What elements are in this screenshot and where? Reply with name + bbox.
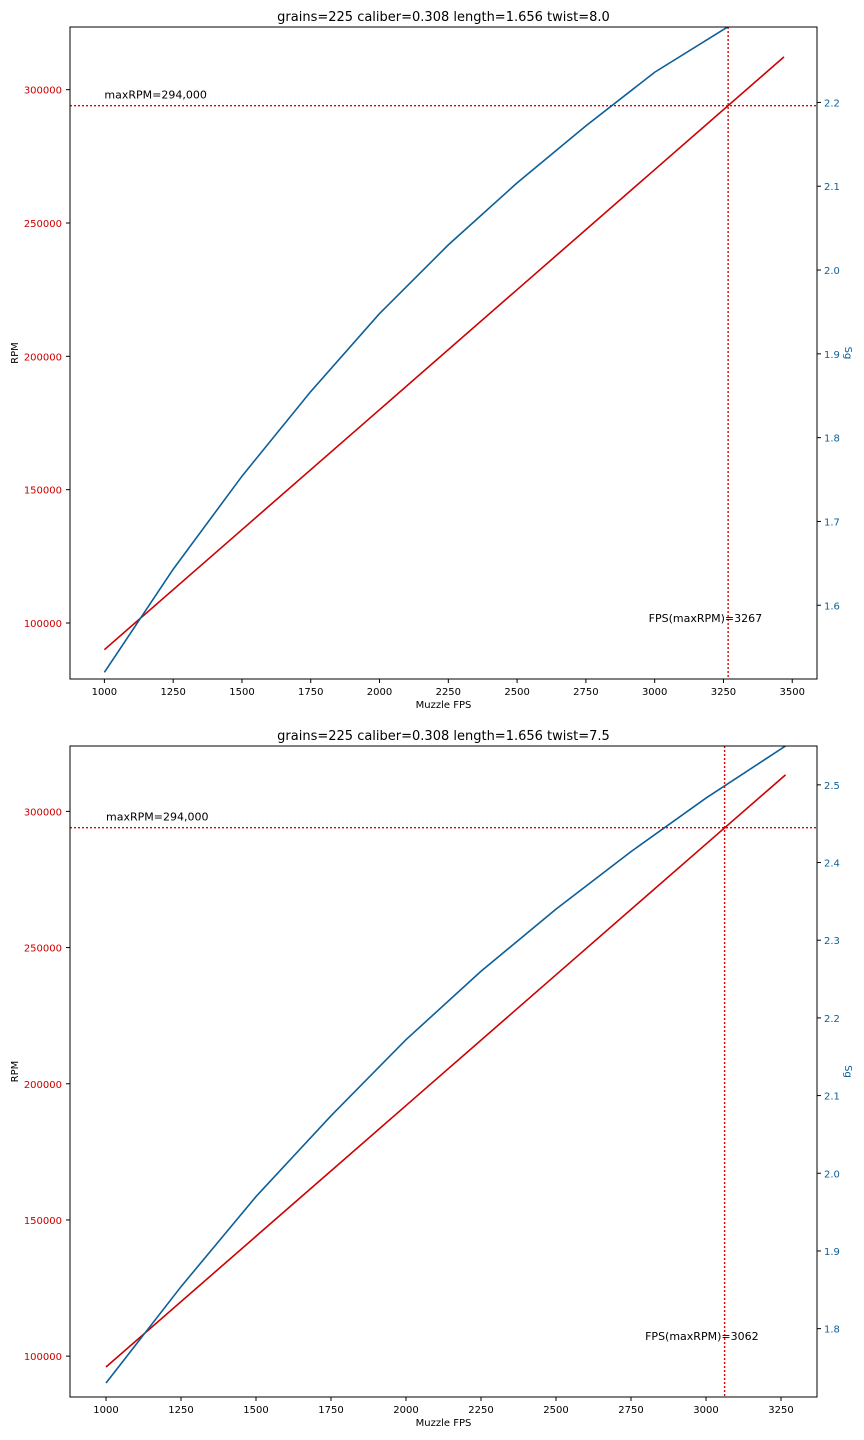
y2-axis-label: Sg: [842, 1065, 853, 1078]
plot-area: [105, 746, 787, 1384]
sg-series-line: [105, 746, 786, 1384]
y2-tick-label: 1.7: [824, 517, 840, 528]
y-tick-label: 100000: [24, 1352, 62, 1363]
y2-tick-label: 2.4: [824, 859, 840, 870]
x-tick-label: 3500: [780, 687, 805, 698]
x-tick-label: 2000: [393, 1405, 418, 1416]
x-tick-label: 3000: [642, 687, 667, 698]
max-rpm-annotation: maxRPM=294,000: [106, 811, 208, 824]
x-tick-label: 1500: [243, 1405, 268, 1416]
chart-twist-7-5: grains=225 caliber=0.308 length=1.656 tw…: [10, 729, 853, 1429]
fps-at-max-rpm-annotation: FPS(maxRPM)=3267: [649, 612, 762, 625]
x-tick-label: 2750: [618, 1405, 643, 1416]
x-tick-label: 2500: [504, 687, 529, 698]
x-tick-label: 1000: [93, 1405, 118, 1416]
sg-series-line: [103, 27, 730, 673]
rpm-series-line: [103, 56, 785, 651]
y2-tick-label: 2.3: [824, 936, 840, 947]
y-tick-label: 250000: [24, 219, 62, 230]
fps-at-max-rpm-annotation: FPS(maxRPM)=3062: [645, 1330, 758, 1343]
plot-area: [103, 27, 785, 673]
chart-twist-8: grains=225 caliber=0.308 length=1.656 tw…: [10, 10, 853, 711]
x-tick-label: 1250: [168, 1405, 193, 1416]
y-tick-label: 300000: [24, 807, 62, 818]
y-tick-label: 200000: [24, 1080, 62, 1091]
x-tick-label: 3250: [768, 1405, 793, 1416]
chart-title: grains=225 caliber=0.308 length=1.656 tw…: [277, 10, 610, 25]
y-tick-label: 300000: [24, 86, 62, 97]
y-tick-label: 150000: [24, 486, 62, 497]
x-tick-label: 1250: [160, 687, 185, 698]
y2-tick-label: 2.2: [824, 98, 840, 109]
y2-tick-label: 1.8: [824, 434, 840, 445]
y-tick-label: 250000: [24, 944, 62, 955]
x-tick-label: 3250: [711, 687, 736, 698]
x-tick-label: 1000: [92, 687, 117, 698]
x-tick-label: 2250: [436, 687, 461, 698]
x-axis-label: Muzzle FPS: [416, 1418, 472, 1429]
y-axis-label: RPM: [10, 1061, 21, 1083]
y2-tick-label: 2.5: [824, 781, 840, 792]
rpm-series-line: [105, 774, 787, 1368]
y2-tick-label: 2.1: [824, 182, 840, 193]
x-tick-label: 3000: [693, 1405, 718, 1416]
y2-tick-label: 2.2: [824, 1014, 840, 1025]
x-tick-label: 1500: [229, 687, 254, 698]
y2-tick-label: 1.9: [824, 1247, 840, 1258]
y2-tick-label: 2.0: [824, 1169, 840, 1180]
plot-frame: [69, 26, 818, 680]
x-tick-label: 2750: [573, 687, 598, 698]
y2-tick-label: 1.8: [824, 1325, 840, 1336]
y-axis-label: RPM: [10, 342, 21, 364]
y2-tick-label: 1.6: [824, 601, 840, 612]
y2-tick-label: 1.9: [824, 350, 840, 361]
plot-frame: [69, 745, 818, 1398]
x-tick-label: 1750: [298, 687, 323, 698]
y2-tick-label: 2.0: [824, 266, 840, 277]
y2-axis-label: Sg: [842, 347, 853, 360]
y2-tick-label: 2.1: [824, 1092, 840, 1103]
x-tick-label: 2250: [468, 1405, 493, 1416]
x-tick-label: 2500: [543, 1405, 568, 1416]
chart-title: grains=225 caliber=0.308 length=1.656 tw…: [277, 729, 610, 744]
x-tick-label: 1750: [318, 1405, 343, 1416]
x-tick-label: 2000: [367, 687, 392, 698]
y-tick-label: 100000: [24, 619, 62, 630]
y-tick-label: 150000: [24, 1216, 62, 1227]
y-tick-label: 200000: [24, 352, 62, 363]
max-rpm-annotation: maxRPM=294,000: [104, 89, 206, 102]
x-axis-label: Muzzle FPS: [416, 700, 472, 711]
